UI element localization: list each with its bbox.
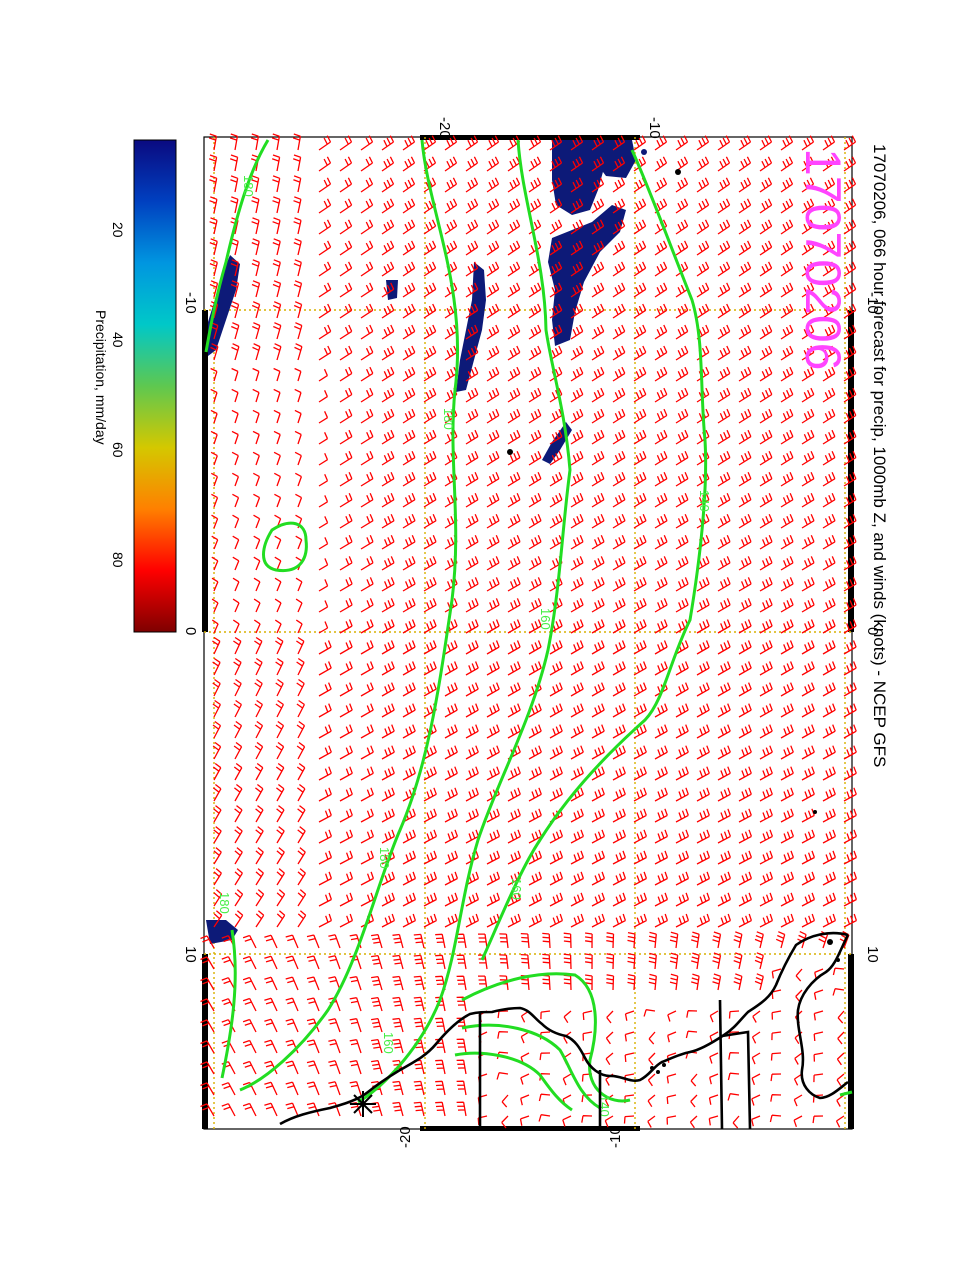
axis-bar-left-1: [202, 310, 208, 632]
island-dot: [656, 1070, 660, 1074]
precip-area: [641, 149, 647, 155]
contour-label: 180: [441, 408, 456, 430]
lon-tick-label: 10: [182, 946, 199, 963]
contour-label: 180: [377, 847, 392, 869]
colorbar-ticks: 20 40 60 80: [110, 222, 126, 568]
contour-label: 160: [381, 1032, 396, 1054]
contour-label: 160: [509, 878, 524, 900]
colorbar-tick-label: 20: [110, 222, 126, 238]
date-stamp: 17070206: [795, 148, 851, 370]
island-dot: [836, 958, 840, 962]
colorbar-tick-label: 60: [110, 442, 126, 458]
colorbar: [134, 140, 176, 632]
island-dot: [827, 939, 833, 945]
island-dot: [650, 1066, 654, 1070]
colorbar-title: Precipitation, mm/day: [93, 310, 109, 445]
contour-label: 180: [217, 892, 232, 914]
contour-label: 140: [697, 490, 712, 512]
island-dot: [662, 1063, 666, 1067]
map-title: 17070206, 066 hour forecast for precip, …: [870, 144, 889, 767]
axis-bar-right-2: [848, 954, 854, 1129]
island-dot: [675, 169, 681, 175]
island-dot: [813, 810, 817, 814]
lon-tick-label: 0: [182, 627, 199, 635]
contour-label: 180: [241, 175, 256, 197]
colorbar-tick-label: 40: [110, 332, 126, 348]
island-dot: [507, 449, 513, 455]
lat-tick-label: -20: [397, 1126, 414, 1148]
lat-tick-label: -20: [436, 117, 453, 139]
colorbar-tick-label: 80: [110, 552, 126, 568]
lat-tick-label: -10: [646, 117, 663, 139]
lat-tick-label: -10: [607, 1126, 624, 1148]
lon-tick-label: -10: [182, 292, 199, 314]
contour-label: 160: [538, 608, 553, 630]
lon-tick-label: 10: [864, 946, 881, 963]
